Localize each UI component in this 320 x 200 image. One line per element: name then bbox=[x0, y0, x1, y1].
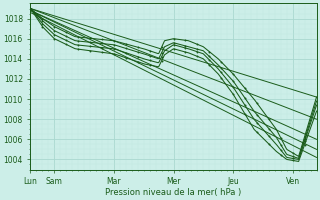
X-axis label: Pression niveau de la mer( hPa ): Pression niveau de la mer( hPa ) bbox=[105, 188, 242, 197]
